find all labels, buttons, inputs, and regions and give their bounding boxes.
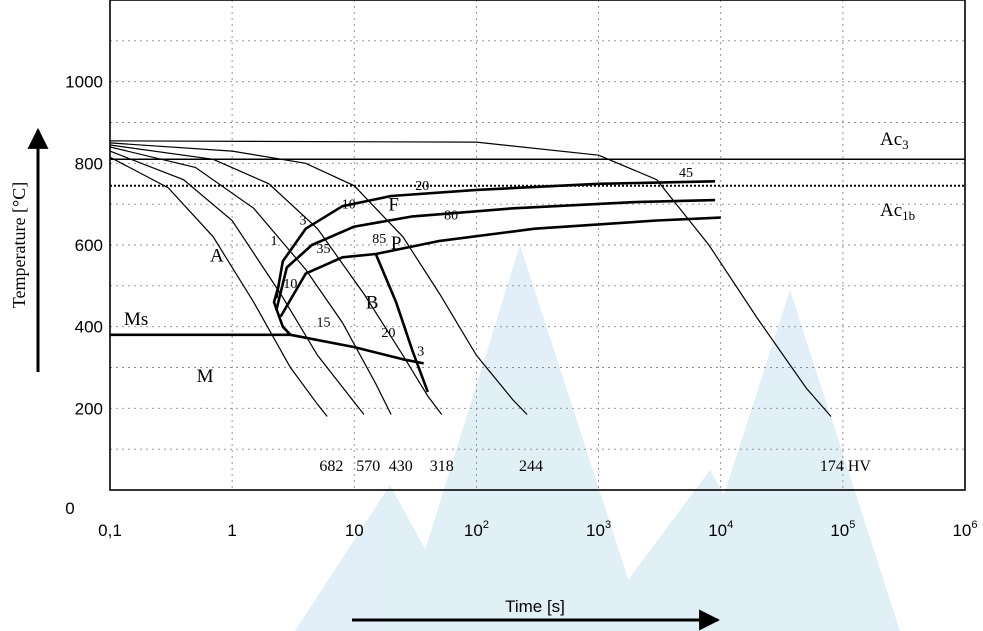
region-label: M <box>197 366 214 387</box>
transformation-line <box>275 180 716 299</box>
cooling-curves <box>110 140 832 417</box>
percentage-annotation: 1 <box>270 234 277 249</box>
hardness-label: 174 HV <box>820 458 872 475</box>
percentage-annotation: 15 <box>317 316 331 331</box>
region-label: F <box>388 194 399 215</box>
y-tick-label: 1000 <box>65 73 103 92</box>
x-tick-label: 1 <box>227 521 236 540</box>
percentage-annotation: 35 <box>317 242 331 257</box>
percentage-annotation: 20 <box>381 326 395 341</box>
x-tick-label: 0,1 <box>98 521 122 540</box>
ms-label: Ms <box>124 309 148 330</box>
cooling-curve <box>110 140 832 417</box>
transformation-line <box>275 198 716 311</box>
grid-lines <box>110 0 965 490</box>
cooling-curve <box>110 150 365 415</box>
transformation-line <box>374 253 430 393</box>
percentage-annotation: 10 <box>342 197 356 212</box>
ref-line-label: Ac1b <box>880 200 915 223</box>
x-tick-label: 103 <box>586 519 611 540</box>
percentage-annotation: 3 <box>299 214 306 229</box>
hardness-label: 318 <box>430 458 454 475</box>
x-tick-label: 102 <box>464 519 489 540</box>
plot-frame <box>109 0 966 491</box>
y-tick-label: 0 <box>65 499 74 518</box>
x-tick-label: 10 <box>345 521 364 540</box>
percentage-annotation: 85 <box>372 232 386 247</box>
transformation-line <box>290 333 424 365</box>
region-label: B <box>366 292 379 313</box>
hardness-label: 682 <box>319 458 343 475</box>
hardness-label: 570 <box>356 458 380 475</box>
transformation-line <box>272 285 292 336</box>
x-axis-ticks: 0,1 1 10 102 103 104 105 106 <box>98 519 977 540</box>
x-tick-label: 106 <box>952 519 977 540</box>
y-tick-label: 400 <box>75 318 103 337</box>
percentage-annotation: 10 <box>283 277 297 292</box>
y-tick-label: 600 <box>75 236 103 255</box>
x-axis-label: Time [s] <box>505 597 565 616</box>
ref-line-label: Ac3 <box>880 129 909 152</box>
region-label: A <box>210 245 224 266</box>
cooling-curve <box>110 146 392 415</box>
y-axis-ticks: 0 200 400 600 800 1000 <box>65 73 103 518</box>
watermark-logo <box>295 245 900 631</box>
cooling-curve <box>110 142 528 415</box>
x-tick-label: 105 <box>830 519 855 540</box>
y-axis-label: Temperature [°C] <box>9 182 29 308</box>
cooling-curve <box>110 156 328 417</box>
diagram-labels: Ms A B M FP 1 3 10 20 45 80 85 35 10 15 20 3 682 570 430 318… <box>124 166 871 475</box>
region-label: P <box>391 233 402 254</box>
percentage-annotation: 20 <box>415 179 429 194</box>
reference-lines: Ac3 Ac1b <box>110 129 965 223</box>
percentage-annotation: 3 <box>417 344 424 359</box>
hardness-label: 244 <box>519 458 543 475</box>
cooling-curve <box>110 144 443 415</box>
transformation-lines <box>110 180 721 393</box>
y-tick-label: 200 <box>75 399 103 418</box>
y-tick-label: 800 <box>75 154 103 173</box>
x-tick-label: 104 <box>708 519 733 540</box>
transformation-line <box>279 216 721 318</box>
percentage-annotation: 80 <box>444 208 458 223</box>
percentage-annotation: 45 <box>679 166 693 181</box>
hardness-label: 430 <box>389 458 413 475</box>
